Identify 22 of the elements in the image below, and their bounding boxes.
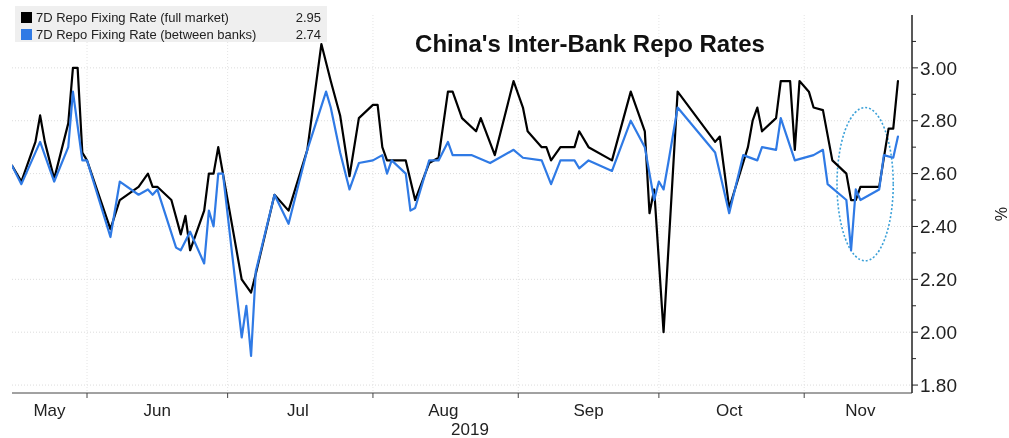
y-tick-label: 1.80 (920, 374, 957, 396)
annotation: 2.74 (295, 27, 321, 42)
x-tick-label: Sep (573, 401, 604, 420)
x-axis-title: 2019 (451, 420, 489, 438)
x-tick-label: Aug (428, 401, 459, 420)
y-tick-label: 2.80 (920, 110, 957, 132)
legend-label: 7D Repo Fixing Rate (full market) (36, 10, 229, 25)
y-tick-label: 3.00 (920, 57, 957, 79)
text: China's Inter-Bank Repo Rates (415, 30, 765, 57)
y-tick-label: 2.00 (920, 321, 957, 343)
y-tick-label: 2.60 (920, 163, 957, 185)
x-tick-label: May (33, 401, 67, 420)
y-axis-title: % (992, 206, 1009, 222)
annotation: 2.95 (295, 10, 321, 25)
x-tick-label: Nov (845, 401, 877, 420)
legend-label: 7D Repo Fixing Rate (between banks) (36, 27, 257, 42)
x-tick-label: Jun (143, 401, 172, 420)
x-tick-label: Jul (287, 401, 309, 420)
y-tick-label: 2.40 (920, 216, 957, 238)
x-tick-label: Oct (715, 401, 743, 420)
y-tick-label: 2.20 (920, 268, 957, 290)
line-series (12, 90, 900, 358)
